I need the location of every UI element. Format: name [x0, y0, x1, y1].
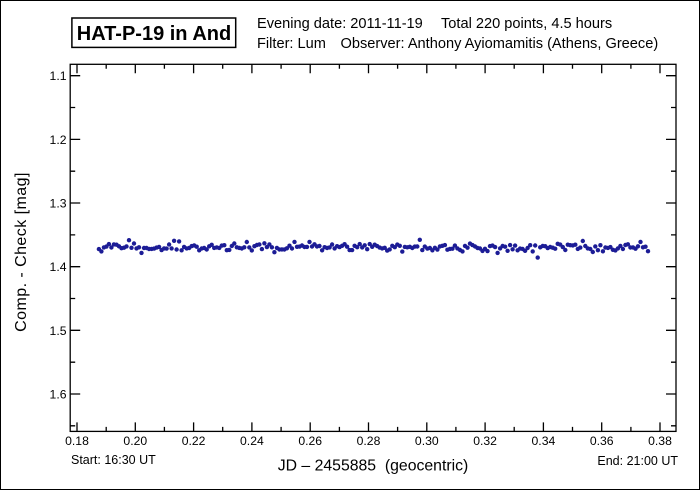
- svg-text:0.18: 0.18: [65, 434, 89, 448]
- svg-text:JD – 2455885 (geocentric): JD – 2455885 (geocentric): [278, 457, 469, 474]
- svg-text:0.20: 0.20: [123, 434, 147, 448]
- svg-text:0.30: 0.30: [415, 434, 439, 448]
- svg-text:1.1: 1.1: [50, 69, 67, 83]
- svg-text:0.36: 0.36: [590, 434, 614, 448]
- svg-text:0.38: 0.38: [648, 434, 672, 448]
- svg-text:1.6: 1.6: [50, 388, 67, 402]
- svg-text:0.26: 0.26: [298, 434, 322, 448]
- svg-text:Observer: Anthony Ayiomamitis: Observer: Anthony Ayiomamitis (Athens, G…: [341, 36, 659, 52]
- svg-text:1.5: 1.5: [50, 324, 67, 338]
- svg-text:0.28: 0.28: [357, 434, 381, 448]
- svg-text:0.34: 0.34: [532, 434, 556, 448]
- svg-text:1.2: 1.2: [50, 133, 67, 147]
- svg-text:Start: 16:30 UT: Start: 16:30 UT: [71, 453, 156, 467]
- svg-text:1.3: 1.3: [50, 197, 67, 211]
- svg-text:1.4: 1.4: [50, 260, 67, 274]
- svg-text:End: 21:00 UT: End: 21:00 UT: [597, 454, 678, 468]
- svg-text:0.24: 0.24: [240, 434, 264, 448]
- svg-text:Total 220 points, 4.5 hours: Total 220 points, 4.5 hours: [441, 16, 612, 32]
- svg-text:Filter: Lum: Filter: Lum: [257, 36, 326, 52]
- svg-text:Evening date: 2011-11-19: Evening date: 2011-11-19: [257, 16, 423, 32]
- svg-text:0.32: 0.32: [473, 434, 497, 448]
- svg-text:0.22: 0.22: [182, 434, 206, 448]
- svg-text:Comp. - Check [mag]: Comp. - Check [mag]: [13, 172, 30, 332]
- svg-text:HAT-P-19 in And: HAT-P-19 in And: [77, 23, 231, 45]
